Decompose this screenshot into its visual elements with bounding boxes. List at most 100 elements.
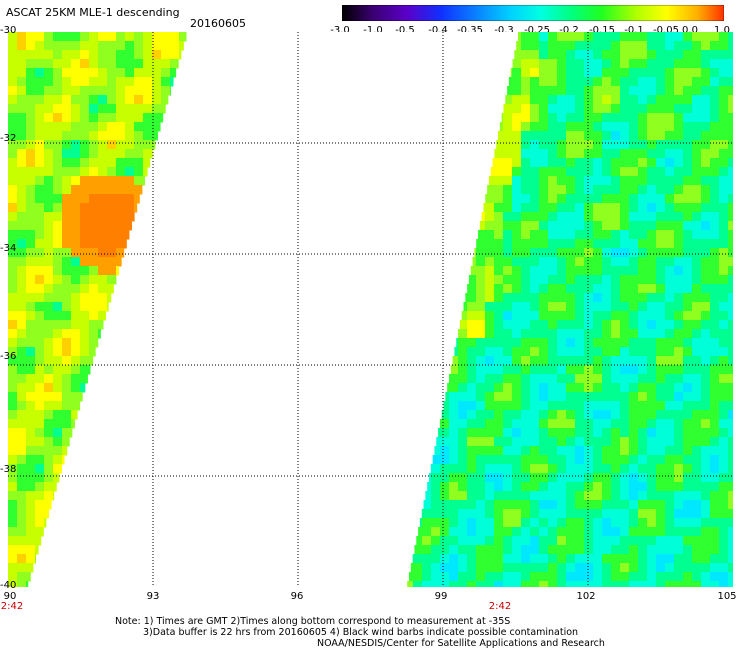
wind-cell — [503, 482, 513, 492]
wind-cell — [638, 158, 648, 168]
wind-cell — [53, 167, 63, 177]
wind-cell — [701, 545, 711, 555]
wind-cell — [584, 77, 594, 87]
wind-cell — [566, 329, 576, 339]
wind-cell — [467, 428, 477, 438]
wind-cell — [134, 131, 144, 141]
wind-cell — [665, 104, 675, 114]
wind-cell — [485, 374, 495, 384]
wind-cell — [593, 131, 603, 141]
wind-cell — [485, 203, 495, 213]
wind-cell — [683, 284, 693, 294]
wind-cell — [530, 347, 540, 357]
wind-cell — [719, 356, 729, 366]
wind-cell — [719, 230, 729, 240]
wind-cell — [125, 221, 133, 231]
wind-cell — [665, 275, 675, 285]
wind-cell — [89, 95, 99, 105]
wind-cell — [692, 77, 702, 87]
wind-cell — [611, 194, 621, 204]
wind-cell — [701, 32, 711, 42]
wind-cell — [701, 455, 711, 465]
wind-cell — [557, 482, 567, 492]
wind-cell — [521, 59, 531, 69]
wind-cell — [665, 41, 675, 51]
wind-cell — [557, 32, 567, 42]
wind-cell — [44, 266, 54, 276]
wind-cell — [701, 284, 711, 294]
wind-cell — [539, 158, 549, 168]
wind-cell — [557, 446, 567, 456]
wind-cell — [611, 41, 621, 51]
note-line: 3)Data buffer is 22 hrs from 20160605 4)… — [143, 627, 579, 638]
wind-cell — [80, 122, 90, 132]
wind-cell — [620, 59, 630, 69]
wind-cell — [539, 104, 549, 114]
wind-cell — [584, 419, 594, 429]
wind-cell — [728, 95, 733, 105]
lat-label: -40 — [0, 580, 17, 591]
wind-cell — [638, 518, 648, 528]
wind-cell — [485, 302, 495, 312]
wind-cell — [584, 167, 594, 177]
wind-cell — [8, 356, 18, 366]
wind-cell — [656, 455, 666, 465]
wind-cell — [485, 536, 495, 546]
wind-cell — [89, 194, 99, 204]
wind-cell — [8, 221, 18, 231]
wind-cell — [422, 527, 432, 537]
wind-cell — [566, 437, 576, 447]
wind-cell — [35, 221, 45, 231]
wind-cell — [584, 230, 594, 240]
wind-cell — [35, 275, 45, 285]
wind-cell — [620, 428, 630, 438]
wind-cell — [575, 401, 585, 411]
wind-cell — [458, 563, 468, 573]
wind-cell — [629, 32, 639, 42]
wind-cell — [611, 77, 621, 87]
wind-cell — [503, 248, 513, 258]
wind-cell — [17, 563, 27, 573]
wind-cell — [656, 77, 666, 87]
wind-cell — [467, 374, 477, 384]
wind-cell — [53, 104, 63, 114]
wind-cell — [512, 572, 522, 582]
wind-cell — [467, 347, 477, 357]
wind-cell — [125, 104, 135, 114]
wind-cell — [161, 77, 171, 87]
wind-cell — [71, 293, 81, 303]
wind-cell — [8, 563, 18, 573]
wind-cell — [548, 185, 558, 195]
wind-cell — [503, 302, 513, 312]
wind-cell — [665, 320, 675, 330]
wind-cell — [584, 131, 594, 141]
wind-cell — [485, 329, 495, 339]
wind-cell — [44, 158, 54, 168]
wind-cell — [701, 239, 711, 249]
wind-cell — [26, 365, 36, 375]
wind-cell — [512, 140, 522, 150]
wind-cell — [476, 563, 486, 573]
wind-cell — [26, 230, 36, 240]
wind-cell — [719, 329, 729, 339]
wind-cell — [530, 176, 540, 186]
wind-cell — [496, 140, 506, 150]
wind-cell — [503, 419, 513, 429]
wind-cell — [35, 365, 45, 375]
wind-cell — [647, 518, 657, 528]
wind-cell — [107, 131, 117, 141]
wind-cell — [692, 50, 702, 60]
wind-cell — [719, 320, 729, 330]
wind-cell — [728, 239, 733, 249]
wind-cell — [539, 284, 549, 294]
wind-cell — [98, 230, 108, 240]
wind-cell — [503, 185, 513, 195]
wind-cell — [665, 356, 675, 366]
wind-cell — [17, 41, 27, 51]
wind-cell — [44, 230, 54, 240]
wind-cell — [134, 122, 144, 132]
wind-cell — [710, 473, 720, 483]
wind-cell — [530, 50, 540, 60]
wind-cell — [728, 347, 733, 357]
wind-cell — [638, 563, 648, 573]
